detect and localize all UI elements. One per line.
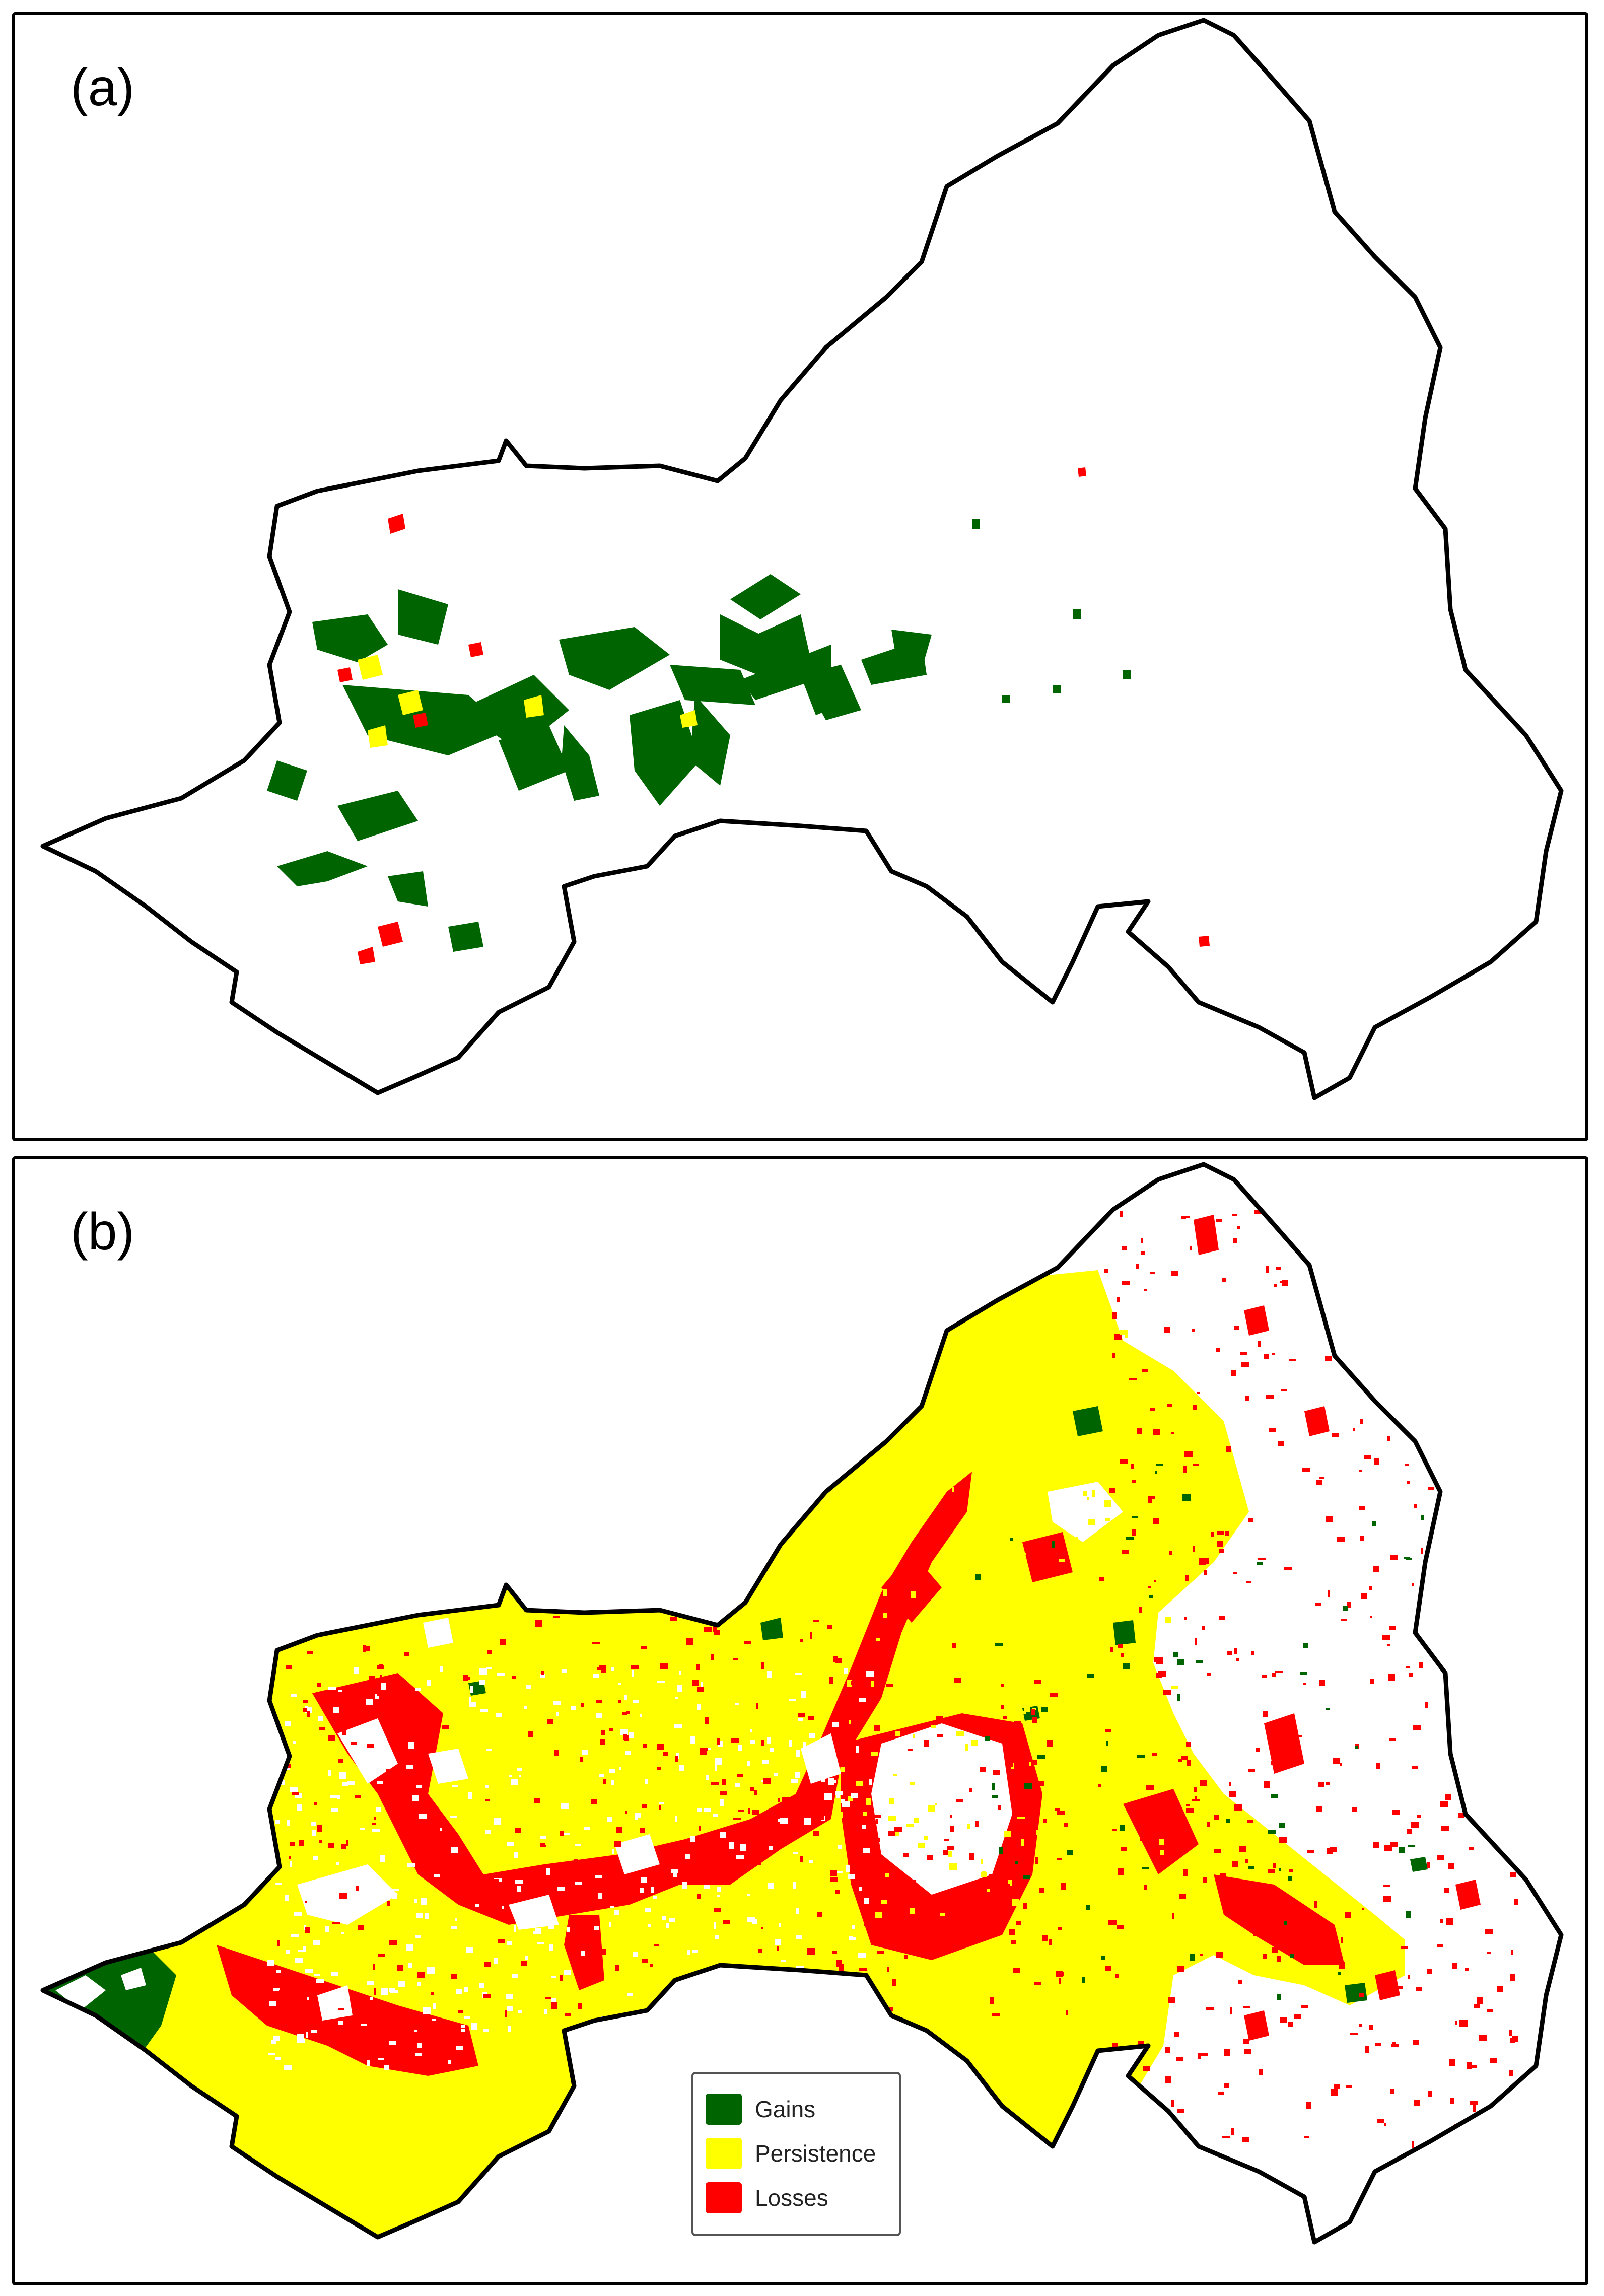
legend-item-persistence: Persistence (706, 2131, 899, 2176)
basin-map-a (15, 15, 1585, 1138)
no-change-patches-b (297, 1482, 1123, 2021)
panel-a: (a) (12, 12, 1588, 1141)
legend-item-gains: Gains (706, 2087, 899, 2131)
panel-b: (b) Gains Persistence Losses (12, 1156, 1588, 2285)
legend-label-gains: Gains (755, 2096, 816, 2122)
persistence-patches-a (358, 655, 698, 748)
legend-swatch-losses (706, 2182, 742, 2213)
legend-label-losses: Losses (755, 2185, 828, 2211)
legend-swatch-persistence (706, 2138, 742, 2169)
legend-swatch-gains (706, 2094, 742, 2125)
panel-label-a: (a) (71, 58, 135, 117)
legend-label-persistence: Persistence (755, 2140, 876, 2167)
panel-label-b: (b) (71, 1203, 135, 1261)
legend-item-losses: Losses (706, 2176, 899, 2220)
gains-zone-b-speckle (55, 1968, 146, 2010)
map-legend: Gains Persistence Losses (691, 2072, 901, 2236)
losses-patches-a (337, 467, 1210, 964)
basin-map-b (15, 1159, 1585, 2282)
